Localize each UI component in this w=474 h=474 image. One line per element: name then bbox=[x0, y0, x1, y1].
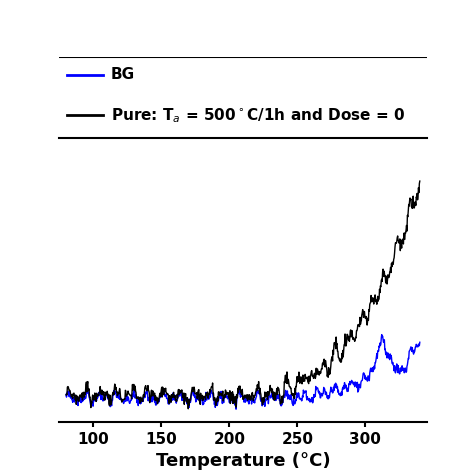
X-axis label: Temperature (°C): Temperature (°C) bbox=[155, 452, 330, 470]
Text: Pure: T$_a$ = 500$^\circ$C/1h and Dose = 0: Pure: T$_a$ = 500$^\circ$C/1h and Dose =… bbox=[110, 106, 405, 125]
Text: BG: BG bbox=[110, 67, 135, 82]
